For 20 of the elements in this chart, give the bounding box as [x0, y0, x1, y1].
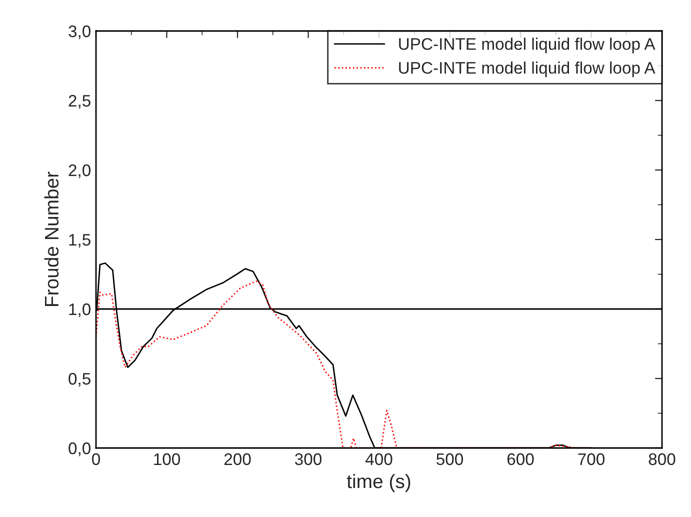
legend-label: UPC-INTE model liquid flow loop A — [399, 38, 656, 54]
x-tick-label: 0 — [92, 453, 100, 466]
x-tick-label: 400 — [365, 453, 392, 466]
y-tick-label: 3,0 — [68, 25, 90, 40]
x-tick-label: 800 — [648, 453, 676, 466]
y-tick-label: 2,5 — [68, 94, 90, 109]
x-tick-label: 500 — [436, 453, 464, 466]
y-tick-label: 0,5 — [68, 372, 90, 387]
legend-label: UPC-INTE model liquid flow loop A — [399, 62, 656, 78]
y-tick-label: 1,0 — [69, 303, 90, 318]
x-axis-title: time (s) — [346, 474, 410, 492]
x-tick-label: 200 — [224, 453, 251, 466]
x-tick-label: 600 — [507, 453, 534, 466]
y-tick-label: 2,0 — [68, 164, 90, 178]
x-tick-label: 300 — [294, 453, 322, 466]
y-tick-label: 0,0 — [68, 442, 90, 456]
x-tick-label: 100 — [154, 453, 180, 466]
x-tick-label: 700 — [578, 453, 605, 466]
y-axis-title: Froude Number — [44, 172, 59, 306]
y-tick-label: 1,5 — [69, 234, 90, 248]
